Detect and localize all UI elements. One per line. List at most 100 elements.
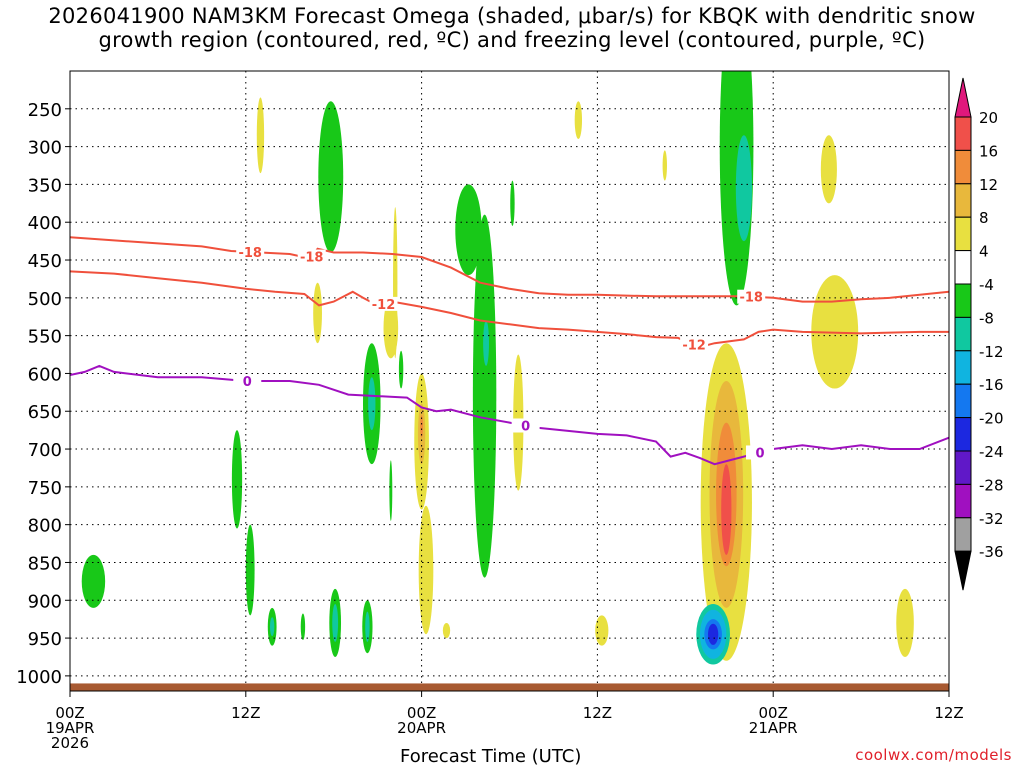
contour-label-bg bbox=[680, 337, 709, 352]
contour-label: -18 bbox=[238, 246, 262, 261]
colorbar: 20 16 12 8 4 -4 -8 -12 -16 -20 -24 -28 -32 -36 bbox=[954, 77, 1004, 591]
plot-frame bbox=[69, 70, 950, 692]
omega-region bbox=[231, 430, 243, 529]
y-tick-label: 450 bbox=[28, 251, 62, 272]
contour-label-bg bbox=[746, 445, 775, 460]
colorbar-label: 12 bbox=[979, 176, 998, 194]
contour-label: 0 bbox=[755, 446, 764, 461]
omega-region bbox=[896, 588, 914, 657]
contour-label-bg bbox=[297, 249, 326, 264]
colorbar-segment bbox=[954, 149, 972, 185]
colorbar-label: -28 bbox=[979, 476, 1004, 494]
contour-label: -18 bbox=[739, 291, 763, 306]
colorbar-segment bbox=[954, 383, 972, 419]
omega-region bbox=[820, 135, 837, 204]
colorbar-arrow-top bbox=[954, 77, 972, 118]
chart-title: 2026041900 NAM3KM Forecast Omega (shaded… bbox=[0, 4, 1024, 52]
y-tick-label: 550 bbox=[28, 327, 62, 348]
colorbar-segment bbox=[954, 483, 972, 519]
y-tick-label: 250 bbox=[28, 100, 62, 121]
colorbar-segment bbox=[954, 216, 972, 252]
omega-region bbox=[574, 101, 583, 140]
y-tick-label: 500 bbox=[28, 289, 62, 310]
colorbar-segment bbox=[954, 183, 972, 218]
y-axis: 250 300 350 400 450 500 550 600 650 700 750 800 850 9… bbox=[16, 100, 70, 688]
omega-region bbox=[595, 615, 609, 646]
omega-shading-layer bbox=[81, 71, 914, 665]
omega-region bbox=[368, 377, 376, 431]
colorbar-label: -32 bbox=[979, 510, 1004, 528]
omega-region bbox=[455, 184, 482, 276]
x-axis-title: Forecast Time (UTC) bbox=[400, 746, 582, 767]
omega-region bbox=[662, 150, 667, 181]
y-tick-label: 800 bbox=[28, 516, 62, 537]
contour-label-bg bbox=[369, 296, 398, 311]
colorbar-segment bbox=[954, 450, 972, 485]
omega-region bbox=[735, 135, 752, 242]
colorbar-label: 16 bbox=[979, 142, 998, 160]
colorbar-segment bbox=[954, 350, 972, 385]
colorbar-segment bbox=[954, 316, 972, 352]
contour-label: -12 bbox=[372, 298, 396, 313]
omega-region bbox=[300, 613, 306, 640]
plot-area bbox=[70, 71, 949, 691]
colorbar-label: -36 bbox=[979, 543, 1004, 561]
colorbar-label: -24 bbox=[979, 443, 1004, 461]
chart-title-line-1: 2026041900 NAM3KM Forecast Omega (shaded… bbox=[48, 4, 976, 28]
omega-region bbox=[510, 180, 515, 226]
omega-region bbox=[418, 505, 434, 635]
terrain-surface bbox=[70, 683, 949, 691]
omega-region bbox=[332, 604, 339, 642]
colorbar-segment bbox=[954, 517, 972, 552]
x-tick-label: 12Z bbox=[583, 704, 612, 722]
colorbar-label: 8 bbox=[979, 209, 989, 227]
x-tick-label: 00Z bbox=[407, 704, 436, 722]
colorbar-segment bbox=[954, 417, 972, 452]
contour-label: -18 bbox=[300, 251, 324, 266]
omega-region bbox=[721, 464, 732, 555]
y-tick-label: 950 bbox=[28, 629, 62, 650]
contour-label-bg bbox=[233, 374, 262, 388]
omega-region bbox=[383, 297, 399, 359]
omega-region bbox=[256, 97, 265, 174]
y-tick-label: 350 bbox=[28, 175, 62, 196]
colorbar-label: -20 bbox=[979, 410, 1004, 428]
omega-region bbox=[365, 611, 370, 642]
chart-title-line-2: growth region (contoured, red, ºC) and f… bbox=[98, 28, 926, 52]
x-tick-label: 12Z bbox=[934, 704, 963, 722]
contour-label: 0 bbox=[243, 375, 252, 390]
y-tick-label: 850 bbox=[28, 553, 62, 574]
contour-line bbox=[70, 270, 949, 349]
omega-region bbox=[245, 524, 255, 616]
y-tick-label: 700 bbox=[28, 440, 62, 461]
site-credit: coolwx.com/models bbox=[855, 746, 1012, 764]
colorbar-segment bbox=[954, 250, 972, 285]
x-tick-label: 21APR bbox=[749, 719, 798, 737]
contour-label-bg bbox=[236, 244, 265, 259]
omega-region bbox=[389, 460, 393, 521]
contour-label-bg bbox=[511, 418, 540, 433]
grid-layer bbox=[69, 71, 950, 691]
x-tick-label: 19APR bbox=[46, 719, 95, 737]
x-tick-label: 20APR bbox=[397, 719, 446, 737]
omega-region bbox=[318, 101, 344, 253]
colorbar-label: -4 bbox=[979, 276, 994, 294]
colorbar-arrow-bottom bbox=[954, 550, 972, 591]
contour-label: -12 bbox=[682, 339, 706, 354]
omega-region bbox=[708, 623, 719, 645]
y-tick-label: 300 bbox=[28, 138, 62, 159]
y-tick-label: 600 bbox=[28, 364, 62, 385]
y-tick-label: 650 bbox=[28, 402, 62, 423]
contour-layer: -18 -18 -18 -12 -12 0 0 0 bbox=[70, 236, 949, 466]
colorbar-label: -16 bbox=[979, 376, 1004, 394]
contour-label-bg bbox=[737, 289, 766, 304]
omega-region bbox=[442, 622, 451, 639]
contour-label: 0 bbox=[521, 419, 530, 434]
x-tick-label: 00Z bbox=[55, 704, 84, 722]
terrain-layer bbox=[70, 683, 949, 691]
omega-region bbox=[313, 282, 322, 344]
colorbar-segment bbox=[954, 283, 972, 318]
x-tick-label: 2026 bbox=[51, 734, 89, 752]
